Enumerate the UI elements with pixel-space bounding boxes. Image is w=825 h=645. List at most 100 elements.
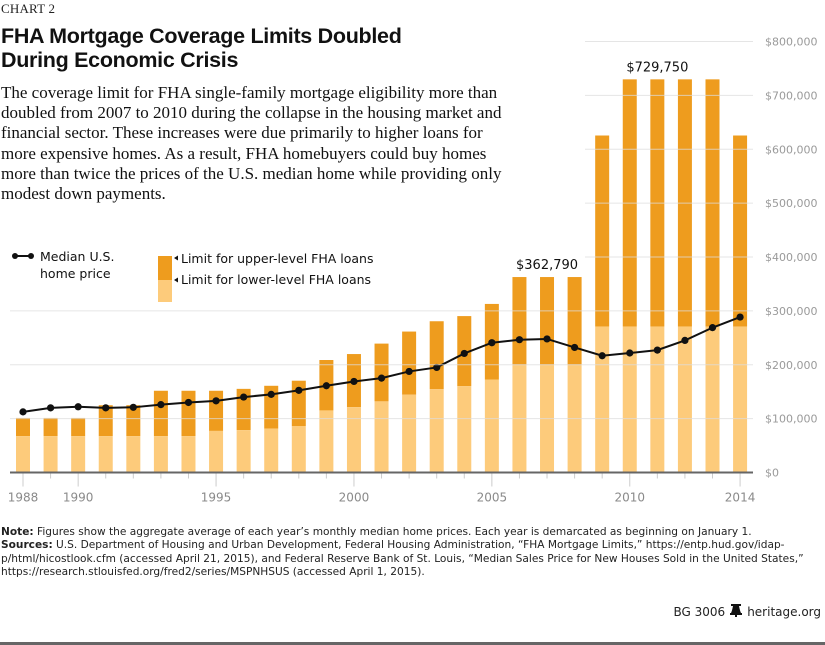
- legend-upper-label: Limit for upper-level FHA loans: [181, 251, 373, 266]
- legend-lower-pointer-icon: [174, 277, 178, 283]
- x-tick-label: 2010: [614, 491, 645, 505]
- legend-lower-label: Limit for lower-level FHA loans: [181, 272, 371, 287]
- median-price-point-1990: [74, 403, 82, 411]
- bar-upper-1998: [291, 380, 306, 426]
- bar-lower-2014: [733, 326, 748, 473]
- median-price-point-1998: [295, 386, 303, 394]
- bar-upper-1990: [71, 417, 86, 437]
- bar-upper-1988: [16, 417, 30, 437]
- footer: BG 3006 heritage.org: [673, 604, 821, 620]
- bar-lower-2009: [595, 326, 610, 473]
- median-price-point-1994: [184, 398, 193, 407]
- legend-lower-swatch: [158, 280, 172, 302]
- bar-lower-1988: [16, 436, 30, 473]
- x-tick-label: 2000: [339, 491, 370, 505]
- bar-lower-1989: [43, 436, 58, 473]
- bar-upper-2008: [567, 277, 582, 365]
- bar-lower-1991: [98, 436, 113, 473]
- bar-lower-1998: [291, 425, 306, 473]
- median-price-point-2002: [405, 367, 413, 376]
- median-price-point-1991: [102, 404, 110, 412]
- bar-upper-1989: [43, 417, 58, 437]
- bar-lower-1992: [126, 436, 141, 473]
- bar-upper-1994: [181, 390, 196, 437]
- legend-median-label-line1: Median U.S.: [40, 249, 114, 264]
- annotations: $362,790 $729,750: [516, 60, 688, 273]
- annotation-label: $729,750: [626, 60, 688, 75]
- median-price-point-2009: [598, 352, 606, 360]
- bar-lower-2000: [346, 407, 361, 473]
- x-tick-label: 1988: [8, 491, 39, 505]
- median-price-point-1988: [19, 408, 27, 416]
- bar-lower-1994: [181, 436, 196, 473]
- bar-lower-2012: [677, 326, 692, 473]
- bar-upper-1995: [209, 390, 224, 431]
- median-price-point-1995: [212, 397, 220, 405]
- bar-lower-2001: [374, 401, 389, 473]
- median-price-point-2014: [736, 313, 744, 321]
- median-price-point-2011: [653, 346, 661, 354]
- bar-upper-2007: [540, 277, 555, 365]
- note-line: Note: Figures show the aggregate average…: [1, 526, 821, 539]
- legend-median-label-line2: home price: [40, 266, 111, 281]
- median-price-point-2003: [433, 363, 441, 372]
- bar-lower-1999: [319, 410, 334, 473]
- median-price-point-2006: [515, 336, 524, 344]
- y-tick-label: $100,000: [765, 413, 818, 426]
- bar-lower-1990: [71, 436, 86, 473]
- bars: [16, 79, 748, 473]
- median-price-point-2007: [543, 335, 551, 343]
- bottom-rule: [0, 642, 825, 645]
- bar-lower-1997: [264, 428, 279, 473]
- bar-lower-2011: [650, 326, 665, 473]
- legend-upper-pointer-icon: [174, 255, 178, 261]
- median-price-line: [19, 313, 744, 416]
- bar-lower-1995: [209, 430, 224, 473]
- bar-lower-2002: [402, 394, 417, 473]
- median-price-point-2010: [626, 349, 634, 357]
- y-tick-label: $700,000: [765, 89, 818, 102]
- bar-upper-2006: [512, 277, 527, 365]
- median-price-point-2004: [460, 349, 468, 358]
- chart-notes: Note: Figures show the aggregate average…: [1, 526, 821, 580]
- y-tick-label: $300,000: [765, 305, 818, 318]
- legend: Median U.S. home price Limit for upper-l…: [12, 249, 373, 302]
- median-price-point-1997: [267, 390, 275, 398]
- sources-label: Sources:: [1, 539, 53, 552]
- report-code: BG 3006: [673, 605, 726, 619]
- y-tick-label: $800,000: [765, 36, 818, 49]
- median-price-point-1999: [322, 382, 330, 390]
- x-tick-label: 1990: [63, 491, 94, 505]
- bar-upper-1993: [153, 390, 168, 437]
- bar-upper-2002: [402, 331, 417, 395]
- site-link[interactable]: heritage.org: [747, 605, 821, 619]
- median-price-point-1989: [46, 404, 55, 412]
- bar-lower-2003: [429, 389, 444, 473]
- axes: $0 $100,000 $200,000 $300,000 $400,000 $500,0…: [8, 36, 818, 505]
- y-tick-label: $0: [765, 467, 779, 480]
- median-price-point-2001: [377, 374, 386, 382]
- bar-upper-1992: [126, 405, 141, 437]
- bar-upper-2001: [374, 343, 389, 402]
- bar-upper-1996: [236, 388, 251, 431]
- median-price-point-1996: [240, 393, 248, 401]
- chart-title: FHA Mortgage Coverage Limits Doubled Dur…: [1, 24, 402, 72]
- median-price-point-2012: [681, 336, 689, 344]
- sources-line: Sources: U.S. Department of Housing and …: [1, 539, 821, 579]
- note-label: Note:: [1, 526, 34, 538]
- annotation-label: $362,790: [516, 258, 578, 273]
- y-tick-label: $200,000: [765, 359, 818, 372]
- chart-subtitle: The coverage limit for FHA single-family…: [1, 83, 502, 204]
- bar-upper-2014: [733, 135, 748, 327]
- median-price-point-2013: [708, 324, 717, 332]
- legend-median-icon: [12, 253, 34, 259]
- bar-upper-2009: [595, 135, 610, 327]
- chart-kicker: CHART 2: [1, 1, 56, 16]
- x-tick-label: 1995: [201, 491, 232, 505]
- y-tick-label: $400,000: [765, 251, 818, 264]
- bar-lower-1993: [153, 436, 168, 473]
- chart-canvas: $0 $100,000 $200,000 $300,000 $400,000 $500,0…: [8, 36, 818, 505]
- bar-upper-1991: [98, 405, 113, 437]
- bar-lower-2010: [622, 326, 637, 473]
- sources-text: U.S. Department of Housing and Urban Dev…: [1, 539, 804, 579]
